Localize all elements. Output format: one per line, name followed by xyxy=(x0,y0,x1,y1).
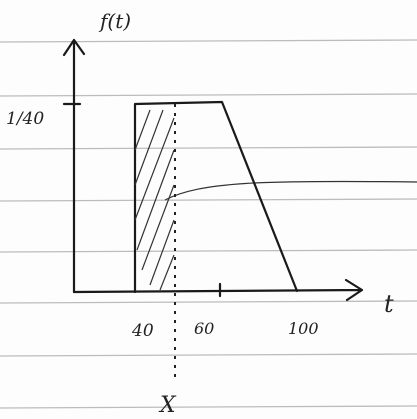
marker-label: X xyxy=(158,393,177,418)
y-axis-label: f(t) xyxy=(98,9,131,33)
y-tick-label: 1/40 xyxy=(6,109,44,129)
sketch: f(t) 1/40 40 60 100 t X xyxy=(0,0,417,419)
x-tick-label: 100 xyxy=(288,319,319,338)
x-tick-label: 60 xyxy=(194,319,214,338)
x-tick-label: 40 xyxy=(131,321,154,341)
x-axis-label: t xyxy=(384,290,394,318)
